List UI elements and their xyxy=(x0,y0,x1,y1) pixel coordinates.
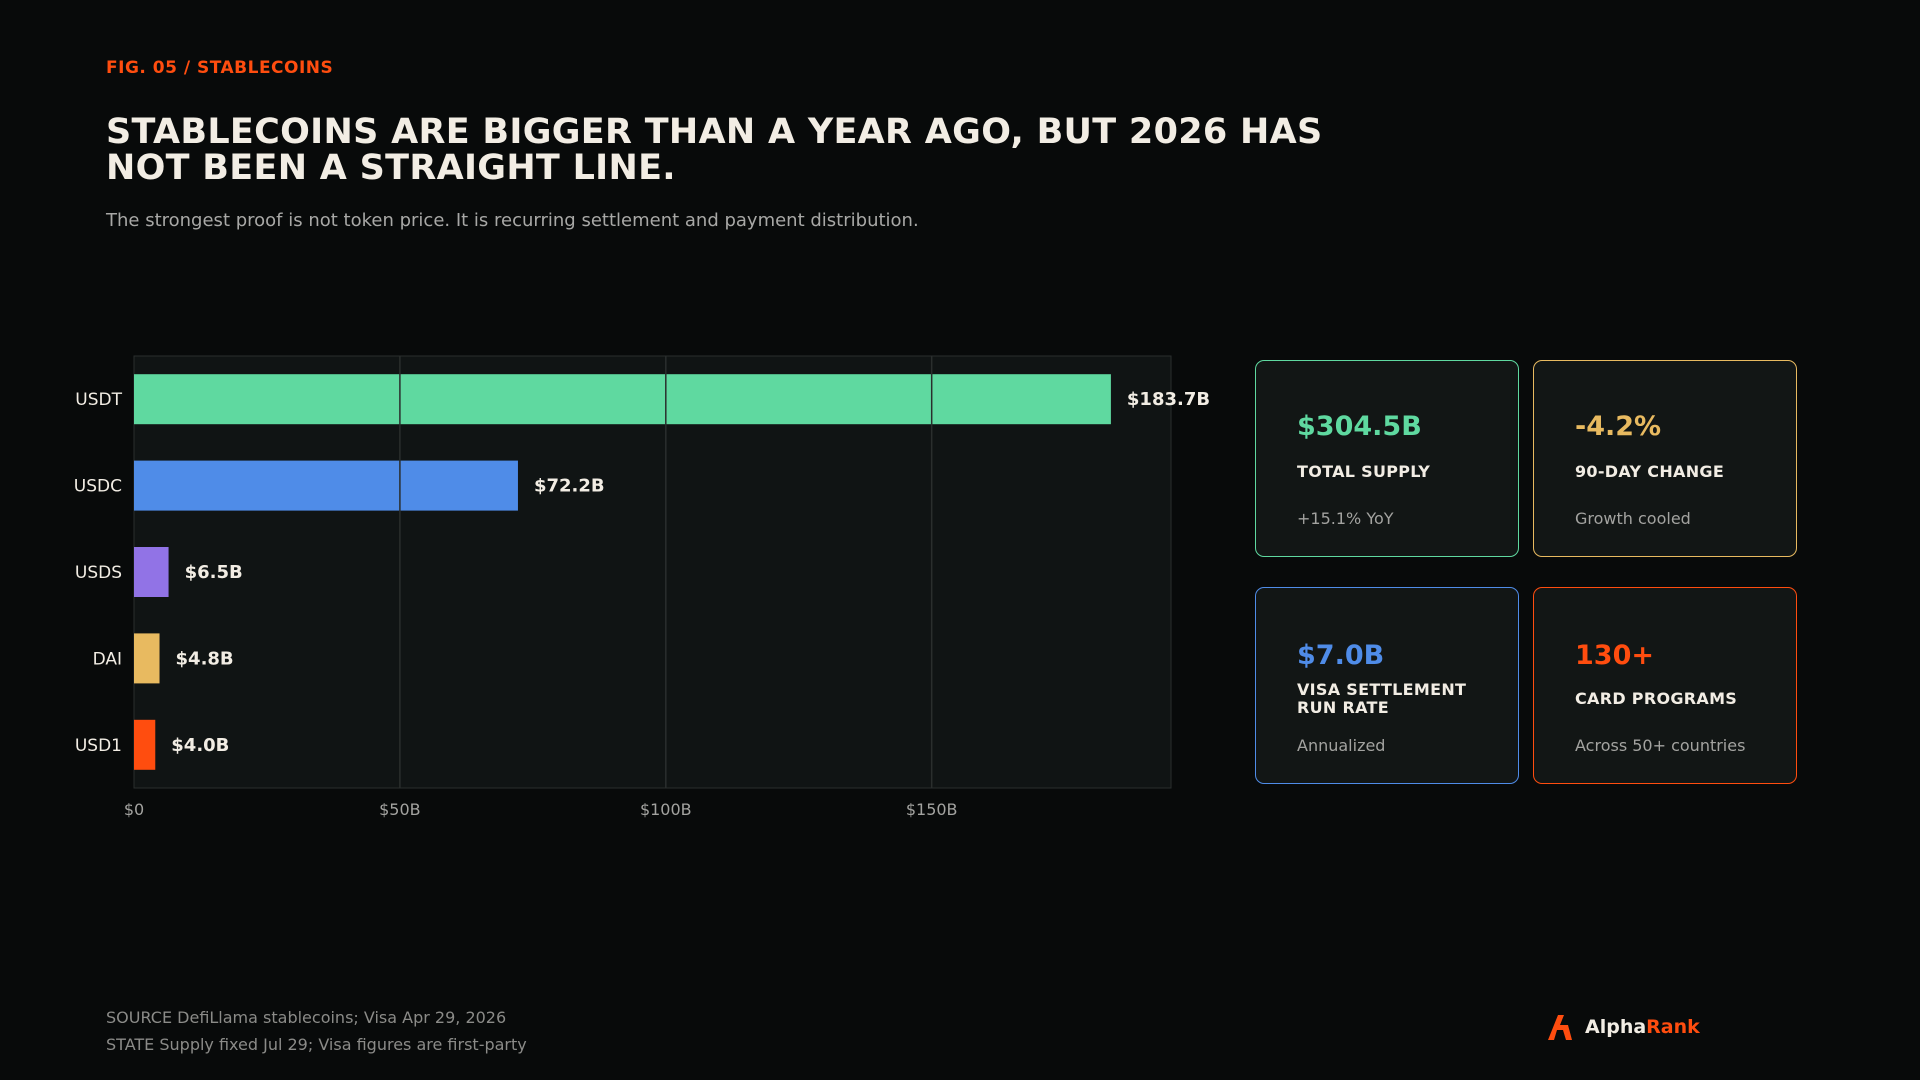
x-tick-label: $100B xyxy=(640,800,692,819)
figure-eyebrow: FIG. 05 / STABLECOINS xyxy=(106,58,334,78)
bar-usds xyxy=(134,547,169,597)
bar-dai xyxy=(134,633,160,684)
stat-card-total-supply: $304.5B TOTAL SUPPLY +15.1% YoY xyxy=(1255,360,1519,557)
x-tick-label: $50B xyxy=(379,800,421,819)
alpharank-logo-icon xyxy=(1548,1015,1572,1040)
y-tick-label: USDT xyxy=(75,390,122,410)
stat-card-card-programs: 130+ CARD PROGRAMS Across 50+ countries xyxy=(1533,587,1797,784)
y-tick-label: USD1 xyxy=(75,736,122,756)
page-subtitle: The strongest proof is not token price. … xyxy=(106,210,919,231)
bar-value-label: $4.8B xyxy=(176,648,234,669)
stat-label: 90-DAY CHANGE xyxy=(1575,462,1725,481)
stat-card-visa-settlement: $7.0B VISA SETTLEMENT RUN RATE Annualize… xyxy=(1255,587,1519,784)
y-tick-label: USDC xyxy=(74,477,122,497)
x-tick-label: $150B xyxy=(906,800,958,819)
stat-note: Annualized xyxy=(1297,736,1386,755)
bar-usdt xyxy=(134,374,1111,425)
y-tick-label: USDS xyxy=(75,563,122,583)
stat-note: Across 50+ countries xyxy=(1575,736,1746,755)
x-tick-label: $0 xyxy=(124,800,144,819)
stat-note: Growth cooled xyxy=(1575,509,1691,528)
bar-value-label: $6.5B xyxy=(185,562,243,583)
brand-name-rank: Rank xyxy=(1646,1016,1700,1038)
stat-value: 130+ xyxy=(1575,640,1654,671)
brand-name-alpha: Alpha xyxy=(1585,1016,1647,1038)
footer-source: SOURCE DefiLlama stablecoins; Visa Apr 2… xyxy=(106,1008,507,1027)
stat-card-90-day-change: -4.2% 90-DAY CHANGE Growth cooled xyxy=(1533,360,1797,557)
stat-value: $7.0B xyxy=(1297,640,1385,671)
stat-value: $304.5B xyxy=(1297,411,1422,442)
bar-usdc xyxy=(134,460,518,511)
page-title: STABLECOINS ARE BIGGER THAN A YEAR AGO, … xyxy=(106,112,1323,188)
stat-label: VISA SETTLEMENT RUN RATE xyxy=(1297,680,1467,717)
stat-label: TOTAL SUPPLY xyxy=(1297,462,1431,481)
footer-state: STATE Supply fixed Jul 29; Visa figures … xyxy=(106,1035,527,1054)
stat-label: CARD PROGRAMS xyxy=(1575,689,1738,708)
bar-value-label: $72.2B xyxy=(534,476,605,497)
stat-note: +15.1% YoY xyxy=(1297,509,1394,528)
stat-value: -4.2% xyxy=(1575,411,1662,442)
brand-logo: AlphaRank xyxy=(1546,1012,1700,1042)
bar-value-label: $183.7B xyxy=(1127,389,1210,410)
y-tick-label: DAI xyxy=(93,649,122,669)
bar-usd1 xyxy=(134,719,156,770)
bar-value-label: $4.0B xyxy=(171,735,229,756)
